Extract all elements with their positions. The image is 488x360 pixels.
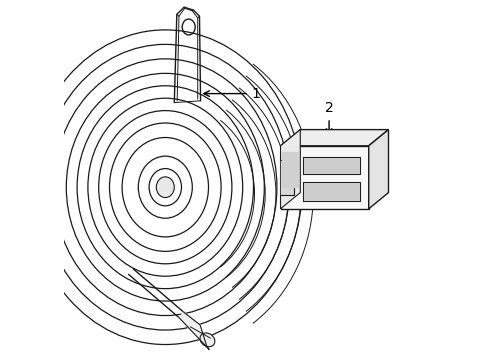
Polygon shape — [280, 130, 387, 146]
Polygon shape — [368, 130, 387, 209]
Polygon shape — [280, 130, 387, 209]
Polygon shape — [302, 182, 359, 201]
Polygon shape — [302, 157, 359, 174]
Polygon shape — [280, 160, 294, 195]
Text: 2: 2 — [324, 101, 333, 134]
Text: 1: 1 — [203, 87, 260, 100]
Ellipse shape — [156, 177, 174, 198]
Polygon shape — [280, 130, 300, 209]
Polygon shape — [280, 146, 368, 209]
Polygon shape — [282, 152, 298, 187]
Polygon shape — [179, 312, 209, 350]
Ellipse shape — [200, 333, 214, 347]
